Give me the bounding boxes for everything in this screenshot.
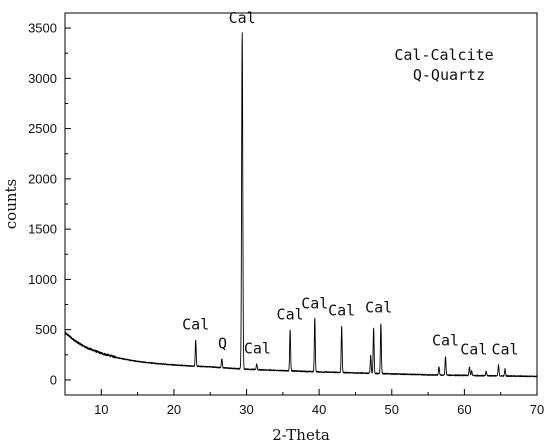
y-tick-label: 500 <box>35 322 57 337</box>
peak-label: Q <box>218 334 227 352</box>
peak-label: Cal <box>432 332 459 350</box>
y-tick-label: 1500 <box>28 222 57 237</box>
y-tick-label: 2000 <box>28 171 57 186</box>
y-tick-label: 2500 <box>28 121 57 136</box>
y-axis-title: counts <box>2 179 20 229</box>
x-tick-label: 60 <box>457 402 471 417</box>
legend-entry-calcite: Cal-Calcite <box>394 46 493 64</box>
y-tick-label: 3500 <box>28 21 57 36</box>
ticks <box>64 27 538 395</box>
x-axis-title: 2-Theta <box>272 426 330 444</box>
y-tick-label: 0 <box>50 372 57 387</box>
x-tick-label: 50 <box>385 402 399 417</box>
x-tick-label: 20 <box>167 402 181 417</box>
peak-label: Cal <box>460 340 487 358</box>
peak-label: Cal <box>301 295 328 313</box>
tick-labels: 10 20 30 40 50 60 70 0 500 1000 1500 2000 2500 3000 35… <box>28 21 544 417</box>
peak-label: Cal <box>328 302 355 320</box>
peak-label: Cal <box>492 340 519 358</box>
y-tick-label: 3000 <box>28 71 57 86</box>
peak-label: Cal <box>244 339 271 357</box>
peak-label: Cal <box>277 306 304 324</box>
legend-entry-quartz: Q-Quartz <box>413 66 485 84</box>
peak-label: Cal <box>365 299 392 317</box>
peak-label: Cal <box>229 9 256 27</box>
xrd-pattern-line <box>64 32 538 378</box>
x-tick-label: 40 <box>312 402 326 417</box>
legend: Cal-Calcite Q-Quartz <box>394 46 493 84</box>
peak-label: Cal <box>182 316 209 334</box>
x-tick-label: 30 <box>239 402 253 417</box>
x-tick-label: 70 <box>530 402 544 417</box>
x-tick-label: 10 <box>94 402 108 417</box>
y-tick-label: 1000 <box>28 272 57 287</box>
